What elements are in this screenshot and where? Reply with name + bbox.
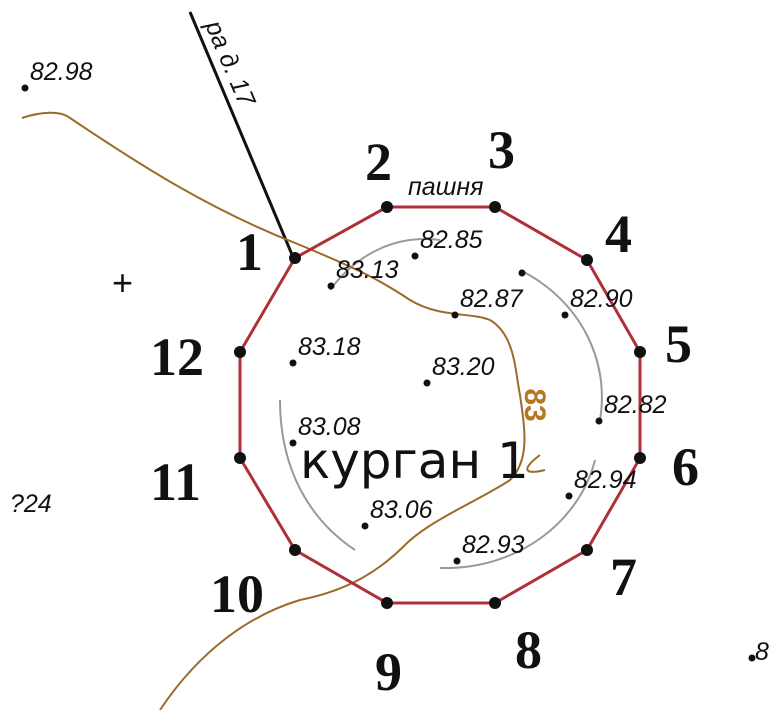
vertex-label: 6 [672,437,699,497]
vertex-dot [289,544,301,556]
vertex-dot [289,252,301,264]
contour-label: 83 [518,388,551,421]
elevation-label: 83.13 [336,256,399,284]
elevation-dot [451,311,459,319]
road-label: ра д. 17 [199,15,261,111]
land-label: пашня [408,173,484,201]
vertex-dot [381,201,393,213]
elevation-label: 83.06 [370,496,433,524]
elevation-label: 82.93 [462,531,525,559]
elevation-dot [423,379,431,387]
elevation-label: 82.85 [420,226,483,254]
vertex-dot [581,254,593,266]
elevation-label: 83.20 [432,353,495,381]
boundary [238,205,642,605]
partial-label: ?24 [10,490,52,518]
elevation-dot [327,282,335,290]
elevation-label: 82.98 [30,58,93,86]
vertex-dot [234,346,246,358]
elevation-dot [561,311,569,319]
vertex-dot [634,452,646,464]
elevation-dot [565,492,573,500]
elevation-dot [518,269,526,277]
vertex-dot [489,597,501,609]
vertex-label: 10 [210,564,264,624]
vertex-label: 7 [610,547,637,607]
vertex-dot [381,597,393,609]
elevation-dot [289,439,297,447]
vertex-label: 1 [236,222,263,282]
elevation-dot [595,417,603,425]
cross-mark: + [112,262,133,303]
vertex-label: 4 [605,204,632,264]
vertex-dot [489,201,501,213]
road-line [188,11,295,258]
vertex-label: 2 [365,132,392,192]
elevation-label: 82.94 [574,466,637,494]
vertex-dot [581,544,593,556]
vertex-label: 5 [665,314,692,374]
elevation-dot [289,359,297,367]
vertex-label: 3 [488,120,515,180]
elevation-label: 82.87 [460,285,524,313]
vertex-label: 12 [150,327,204,387]
contour-line [526,454,546,473]
elevation-label: 82.90 [570,285,633,313]
partial-label: .8 [748,638,769,666]
elevation-label: 83.18 [298,333,361,361]
contour-arc [439,459,596,570]
vertex-label: 11 [150,452,201,512]
elevation-dot [411,252,419,260]
elevation-label: 83.08 [298,413,361,441]
vertex-dot [634,346,646,358]
contour-arc [279,399,356,551]
elevation-dot [453,557,461,565]
elevation-label: 82.82 [604,391,667,419]
elevation-dot [21,84,29,92]
vertex-label: 9 [375,642,402,702]
contour-arc [329,238,441,291]
elevation-dot [748,654,756,662]
vertex-label: 8 [515,620,542,680]
elevation-dot [361,522,369,530]
vertex-dot [234,452,246,464]
contour-arc [519,269,603,421]
mound-label: курган 1 [300,432,529,490]
contour-line [21,111,526,710]
